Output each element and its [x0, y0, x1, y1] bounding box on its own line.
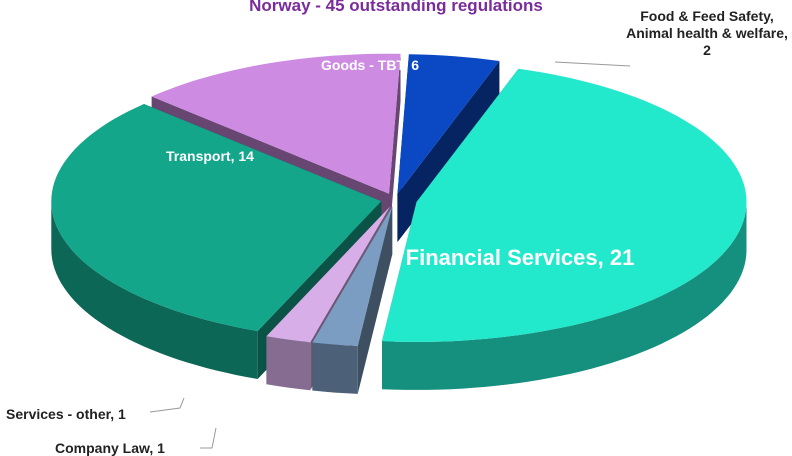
leader-line: [200, 427, 217, 449]
slice-side: [389, 53, 401, 242]
slice: [51, 104, 382, 331]
data-label: Services - other, 1: [6, 406, 126, 422]
leader-line: [149, 397, 185, 413]
data-label: Financial Services, 21: [405, 245, 635, 270]
slice: [266, 206, 391, 343]
data-label: Company Law, 1: [55, 440, 165, 456]
data-label: Transport, 14: [166, 148, 254, 164]
slice: [312, 206, 393, 346]
slice-side: [382, 201, 747, 390]
slice: [382, 68, 747, 342]
chart-title: Norway - 45 outstanding regulations: [249, 0, 543, 15]
slice-side: [357, 206, 393, 394]
data-label: Goods - TBT, 6: [321, 57, 419, 73]
slice-side: [51, 201, 258, 379]
slice: [397, 54, 500, 195]
slice-side: [266, 336, 311, 391]
leader-line: [554, 61, 631, 67]
slice: [151, 53, 401, 194]
data-label: Food & Feed Safety, Animal health & welf…: [626, 8, 788, 58]
slices: [51, 53, 747, 394]
slice-side: [312, 342, 358, 394]
